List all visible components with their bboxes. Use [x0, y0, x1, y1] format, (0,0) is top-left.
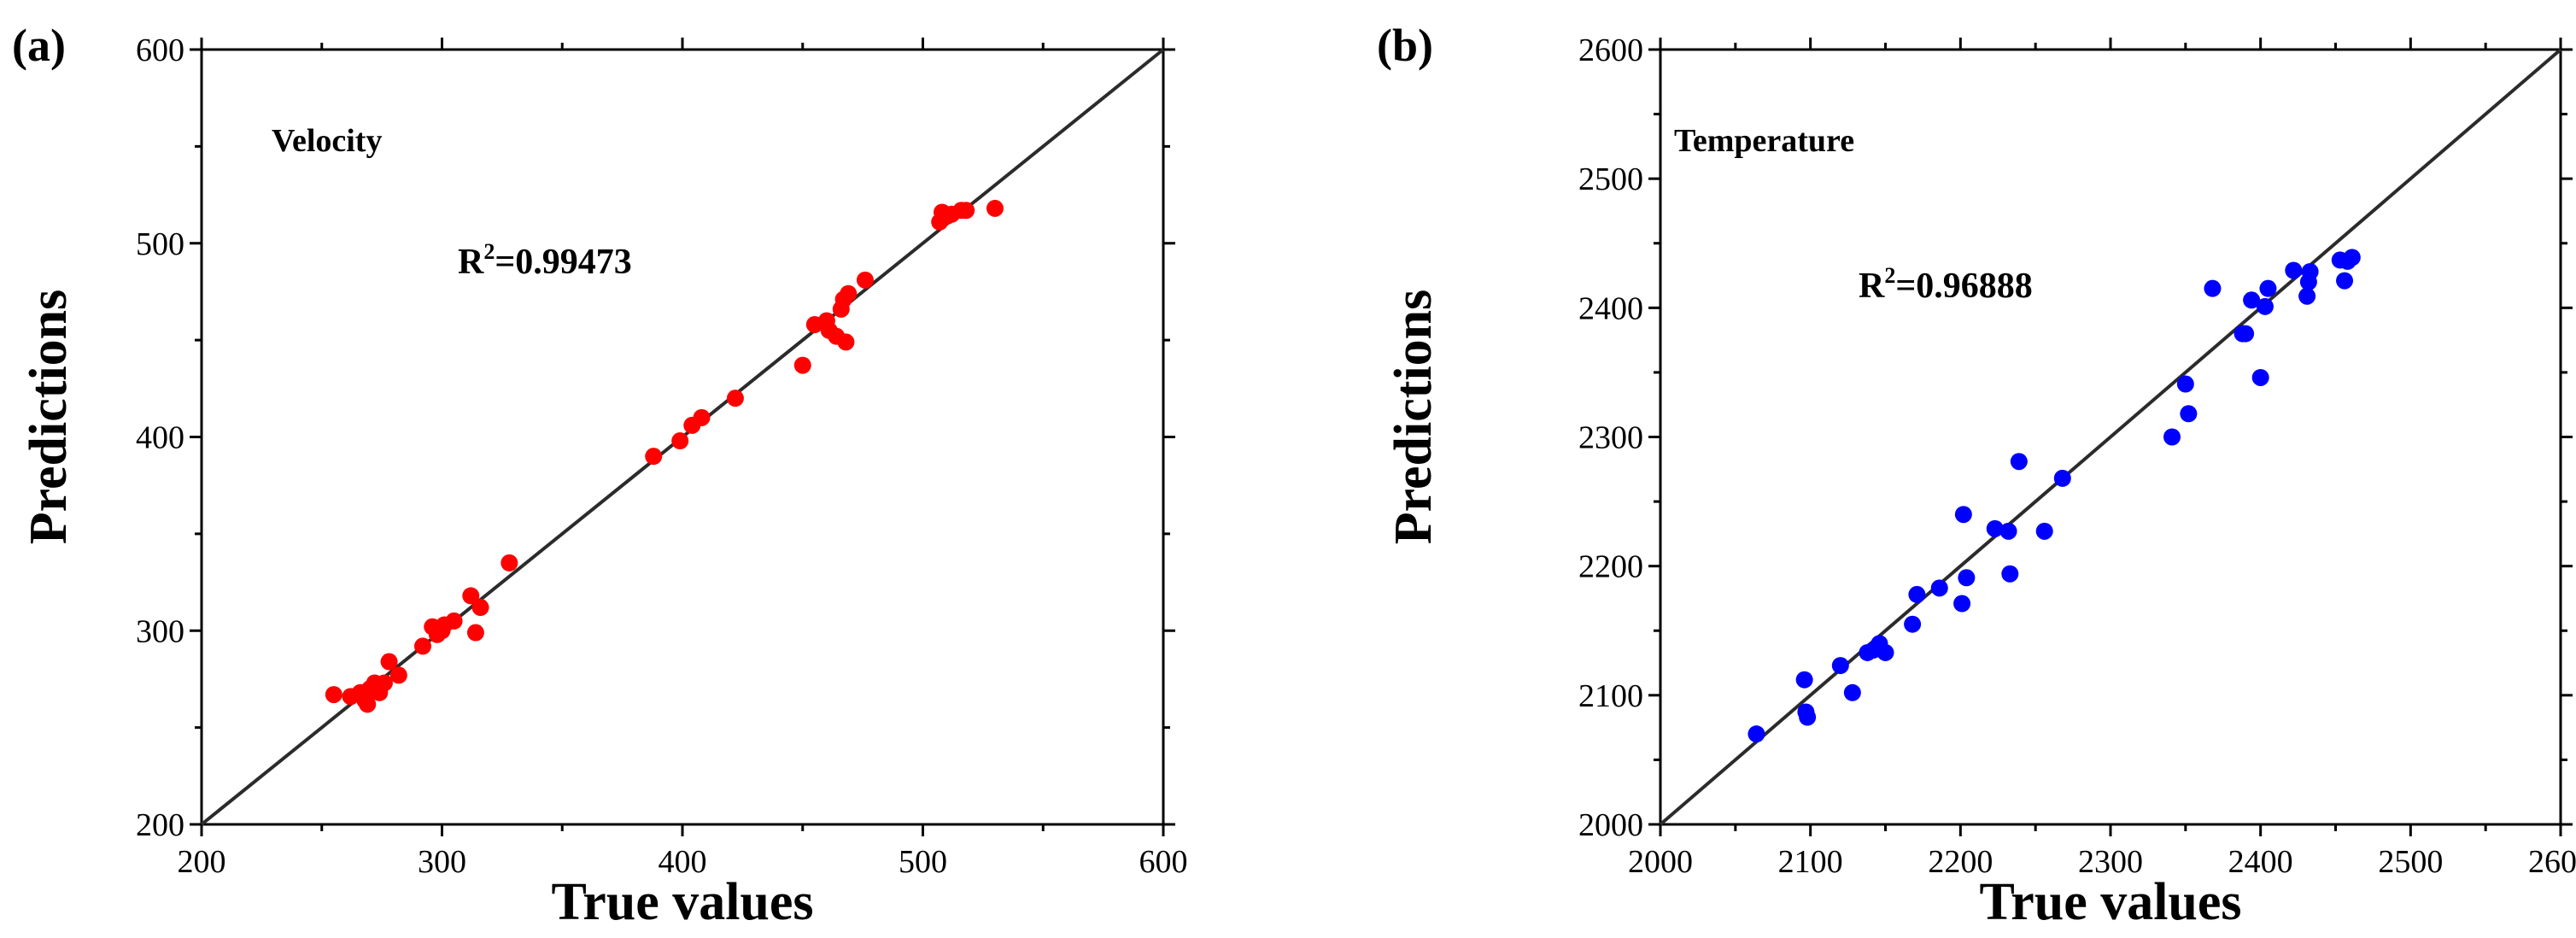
panel-b-reference-line — [1659, 48, 2562, 826]
panel-b-y-tick-label: 2200 — [1578, 549, 1643, 585]
panel-b-data-point — [1904, 615, 1922, 633]
panel-b-r2: R2=0.96888 — [1859, 263, 2033, 306]
panel-b-data-point — [2035, 522, 2053, 540]
panel-b-data-point — [2251, 368, 2269, 386]
panel-b-data-point — [2163, 428, 2181, 446]
panel-a-y-tick-label: 400 — [136, 420, 184, 456]
panel-b-plot: 2000 2100 2200 2300 2400 2500 2600 2000 2100 2200… — [1578, 32, 2576, 880]
panel-a-x-tick-label: 600 — [1139, 844, 1188, 880]
panel-b-data-point — [2001, 565, 2019, 583]
panel-a-data-point — [793, 356, 811, 374]
panel-b-x-tick-label: 2600 — [2528, 844, 2576, 880]
panel-a-data-point — [325, 686, 342, 704]
panel-a-data-point — [375, 674, 393, 692]
panel-b-data-point — [2053, 469, 2071, 487]
panel-b-data-point — [1795, 671, 1813, 689]
panel-b-data-point — [2298, 287, 2316, 305]
panel-b-data-point — [2301, 263, 2319, 281]
panel-b-x-tick-label: 2500 — [2378, 844, 2443, 880]
panel-a-y-tick-label: 200 — [136, 807, 184, 843]
panel-a-plot: 200 300 400 500 600 200 300 400 500 600 — [136, 32, 1188, 880]
panel-a-y-tick-label: 500 — [136, 226, 184, 262]
panel-a-annotation: Velocity — [272, 123, 382, 159]
panel-b-data-point — [2237, 325, 2255, 343]
panel-a-data-point — [466, 624, 484, 642]
panel-b-r2-sup: 2 — [1884, 263, 1895, 288]
panel-b-data-point — [2180, 405, 2198, 423]
panel-b-data-point — [2256, 297, 2274, 315]
panel-a-data-point — [359, 695, 377, 713]
panel-b-data-point — [1954, 506, 1972, 524]
panel-a-x-tick-label: 200 — [178, 844, 226, 880]
panel-b-data-point — [2010, 453, 2028, 471]
panel-b-r2-prefix: R — [1859, 267, 1885, 306]
panel-b-data-point — [2204, 279, 2222, 297]
panel-a-data-point — [837, 333, 855, 351]
panel-b-y-tick-label: 2500 — [1578, 161, 1643, 197]
panel-b-x-tick-label: 2400 — [2228, 844, 2293, 880]
panel-a-x-tick-label: 500 — [899, 844, 947, 880]
panel-b-x-tick-label: 2200 — [1928, 844, 1993, 880]
panel-b-data-point — [1843, 683, 1861, 701]
panel-a-r2-value: =0.99473 — [495, 243, 631, 282]
panel-b-y-tick-label: 2100 — [1578, 678, 1643, 714]
panel-a-x-tick-label: 400 — [659, 844, 707, 880]
panel-a-data-point — [645, 448, 663, 466]
panel-b-x-axis-title: True values — [1979, 873, 2241, 931]
panel-b-r2-value: =0.96888 — [1895, 267, 2032, 306]
panel-b-y-axis-title: Predictions — [1385, 290, 1443, 545]
panel-a-data-point — [856, 271, 874, 289]
panel-b-data-point — [2336, 272, 2354, 290]
panel-a-r2: R2=0.99473 — [458, 239, 632, 282]
panel-a-data-point — [840, 284, 858, 302]
panel-b-y-tick-label: 2600 — [1578, 32, 1643, 68]
panel-a-data-point — [380, 653, 398, 671]
panel-a-data-point — [445, 612, 463, 630]
panel-a-data-point — [471, 599, 489, 617]
panel-a-x-tick-label: 300 — [418, 844, 466, 880]
panel-b-y-tick-label: 2300 — [1578, 420, 1643, 456]
panel-b-data-point — [2259, 279, 2277, 297]
panel-b-data-point — [1748, 725, 1765, 743]
panel-b-x-tick-label: 2000 — [1628, 844, 1693, 880]
panel-b-label: (b) — [1377, 20, 1433, 71]
panel-b-data-point — [2176, 375, 2194, 393]
panel-b-annotation: Temperature — [1674, 123, 1854, 159]
panel-b-x-tick-label: 2100 — [1778, 844, 1843, 880]
panel-b-data-point — [1799, 708, 1817, 726]
panel-a-y-tick-label: 300 — [136, 613, 184, 649]
panel-a-data-point — [413, 637, 431, 655]
panel-a-r2-prefix: R — [458, 243, 484, 282]
panel-b-data-point — [1930, 579, 1948, 597]
panel-b-y-tick-label: 2400 — [1578, 290, 1643, 326]
panel-a-data-point — [389, 666, 407, 684]
panel-b-data-point — [1986, 519, 2004, 537]
panel-b-data-point — [1999, 522, 2017, 540]
panel-a-data-point — [693, 408, 711, 426]
panel-b-y-tick-label: 2000 — [1578, 807, 1643, 843]
panel-a-data-point — [501, 554, 518, 572]
panel-b-data-point — [1958, 569, 1976, 587]
panel-b-data-point — [2285, 261, 2303, 279]
panel-b-x-tick-label: 2300 — [2078, 844, 2143, 880]
panel-a-data-point — [957, 202, 975, 220]
panel-b-data-point — [1831, 657, 1849, 675]
panel-a-x-axis-title: True values — [551, 873, 813, 931]
panel-b-data-point — [1908, 585, 1926, 603]
panel-a-data-point — [462, 587, 480, 605]
panel-b-data-point — [2243, 291, 2261, 309]
panel-a-data-point — [726, 390, 744, 407]
panel-b-data-point — [2343, 249, 2361, 267]
panel-a-label: (a) — [12, 20, 66, 71]
panel-b-data-point — [1876, 643, 1894, 661]
panel-a-data-point — [671, 432, 689, 450]
panel-a-r2-sup: 2 — [483, 239, 495, 264]
panel-b-data-point — [1953, 595, 1971, 613]
panel-a-y-tick-label: 600 — [136, 32, 184, 68]
panel-a-y-axis-title: Predictions — [20, 290, 78, 545]
panel-a-data-point — [986, 199, 1004, 217]
